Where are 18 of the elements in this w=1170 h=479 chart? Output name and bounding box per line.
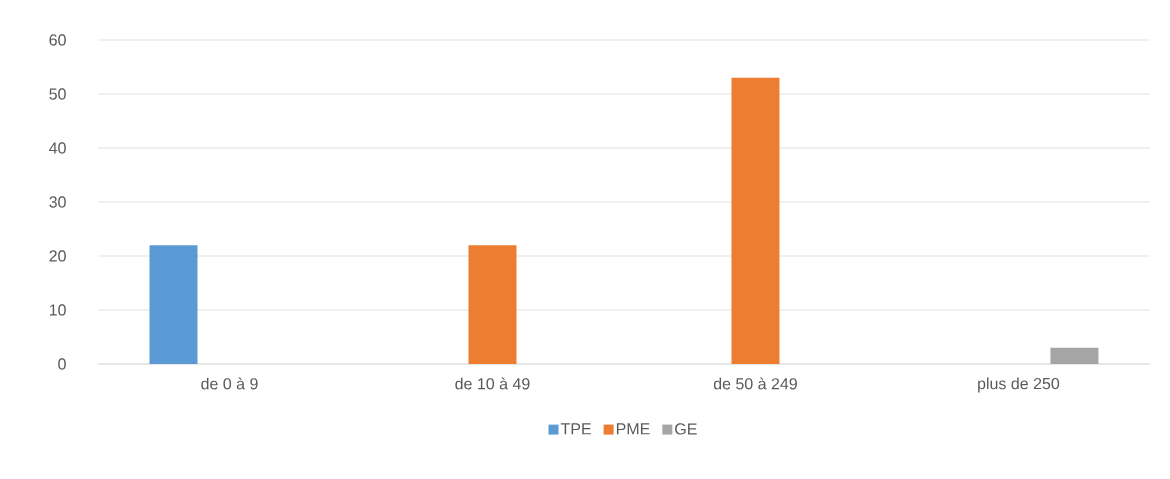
x-tick-label: de 0 à 9 — [201, 377, 258, 390]
bar — [731, 77, 780, 364]
bar — [1050, 347, 1099, 364]
x-tick-label: de 50 à 249 — [713, 377, 797, 390]
y-tick-label: 0 — [58, 358, 66, 370]
y-tick-label: 10 — [49, 304, 66, 316]
y-tick-label: 50 — [49, 88, 66, 100]
y-tick-label: 30 — [49, 196, 66, 208]
legend-label: TPE — [560, 423, 591, 435]
x-tick-label: de 10 à 49 — [455, 377, 530, 390]
y-tick-label: 20 — [49, 250, 66, 262]
bar — [149, 245, 198, 364]
bar — [468, 245, 517, 364]
legend-label: PME — [616, 423, 650, 435]
y-tick-label: 40 — [49, 142, 66, 154]
y-tick-label: 60 — [49, 34, 66, 46]
x-tick-label: plus de 250 — [978, 377, 1060, 393]
legend-label: GE — [675, 423, 697, 435]
